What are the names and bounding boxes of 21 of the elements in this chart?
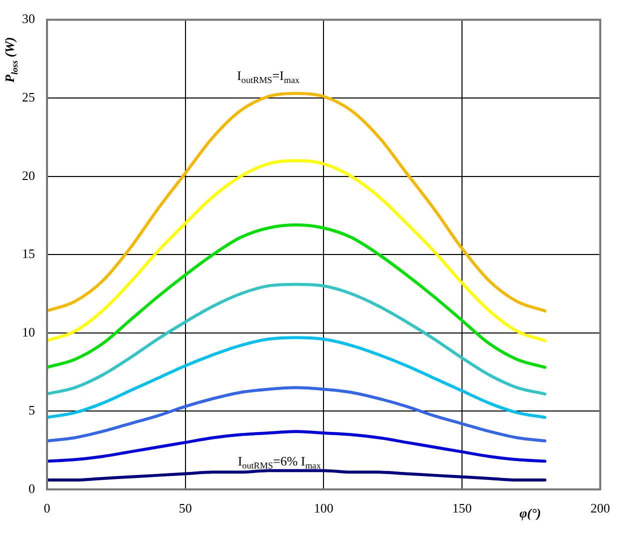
- line-series: [47, 159, 546, 342]
- y-axis-title: Ploss (W): [2, 37, 20, 83]
- line-series: [47, 336, 546, 419]
- line-series: [47, 223, 546, 369]
- y-tick-label: 5: [28, 402, 35, 418]
- line-series: [47, 282, 546, 396]
- line-series: [47, 386, 546, 442]
- y-tick-label: 0: [28, 480, 35, 496]
- x-tick-label: 100: [314, 500, 334, 516]
- x-tick-label: 50: [178, 500, 192, 516]
- y-tick-label: 30: [22, 11, 35, 26]
- x-tick-label: 200: [590, 500, 610, 516]
- y-tick-label: 10: [22, 324, 35, 340]
- y-tick-label: 25: [22, 89, 35, 104]
- x-axis-title: φ(°): [520, 505, 541, 520]
- line-series: [47, 92, 546, 312]
- y-tick-label: 15: [22, 246, 35, 262]
- x-tick-label: 150: [452, 500, 472, 516]
- line-series: [47, 469, 546, 482]
- y-tick-label: 20: [22, 168, 35, 183]
- x-tick-label: 0: [44, 500, 50, 516]
